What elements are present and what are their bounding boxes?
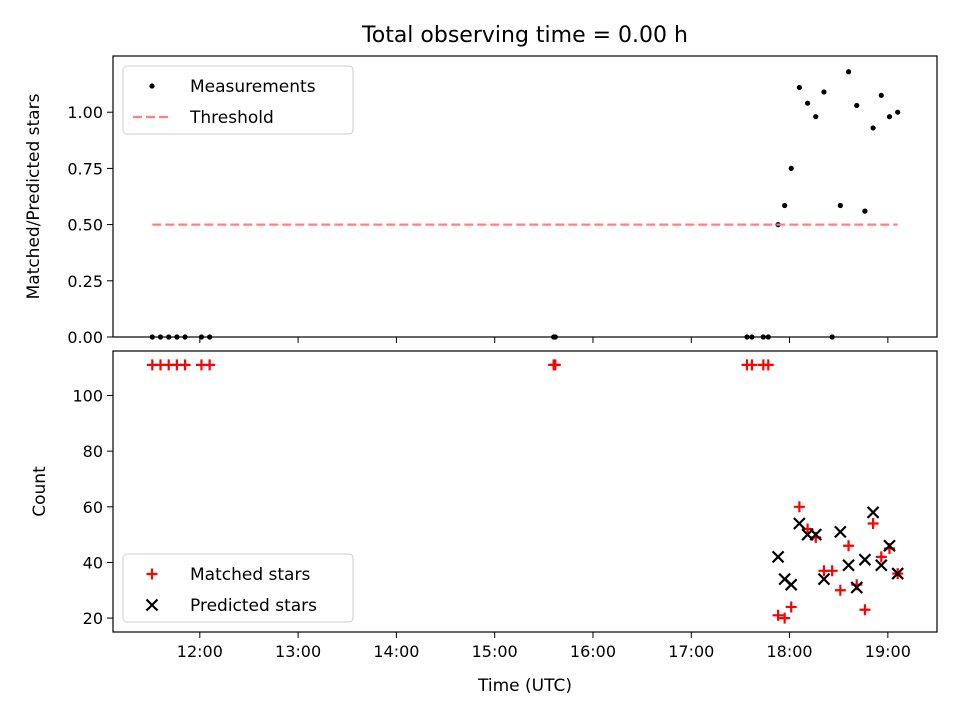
measurement-point [207,334,212,339]
matched-star-point [180,359,191,370]
measurement-point [838,203,843,208]
bottom-y-tick-label: 40 [83,553,103,572]
bottom-y-tick-label: 100 [72,387,103,406]
measurement-point [821,89,826,94]
matched-star-point [550,359,561,370]
predicted-star-point [773,551,784,562]
matched-star-point [859,604,870,615]
measurement-point [553,334,558,339]
legend-label: Threshold [189,108,274,128]
figure: Total observing time = 0.00 h 0.00 0.25 0.… [0,0,960,720]
chart-title: Total observing time = 0.00 h [361,23,688,48]
measurement-point [813,114,818,119]
measurement-point [789,166,794,171]
top-y-tick-label: 0.00 [67,328,103,347]
predicted-star-point [786,579,797,590]
measurement-point [761,334,766,339]
top-panel: 0.00 0.25 0.50 0.75 1.00 Matched/Predicted st… [24,56,937,347]
bottom-y-tick-label: 60 [83,498,103,517]
bottom-x-tick-label: 18:00 [767,642,813,661]
measurement-point [766,334,771,339]
measurement-point [797,85,802,90]
bottom-x-tick-label: 13:00 [275,642,321,661]
measurement-point [182,334,187,339]
top-y-tick-label: 0.75 [67,159,103,178]
predicted-star-point [859,554,870,565]
bottom-x-tick-label: 16:00 [570,642,616,661]
measurement-point [879,93,884,98]
bottom-x-tick-label: 14:00 [373,642,419,661]
measurement-point [846,69,851,74]
measurement-point [158,334,163,339]
matched-star-point [786,601,797,612]
measurement-point [782,203,787,208]
predicted-star-point [835,526,846,537]
bottom-x-tick-label: 19:00 [865,642,911,661]
measurement-point [749,334,754,339]
matched-star-point [868,518,879,529]
predicted-star-point [868,507,879,518]
bottom-series-predicted-stars [773,507,904,593]
measurement-point [805,101,810,106]
predicted-star-point [843,560,854,571]
top-y-tick-label: 1.00 [67,103,103,122]
measurement-point [150,334,155,339]
top-legend: Measurements Threshold [123,66,353,134]
measurement-point [199,334,204,339]
bottom-panel: 20 40 60 80 100 12:00 13:00 14:00 15:00 16:00 17:0… [30,351,937,661]
bottom-legend: Matched stars Predicted stars [123,554,353,622]
bottom-y-tick-label: 80 [83,442,103,461]
measurement-point [887,114,892,119]
measurement-point [862,209,867,214]
bottom-x-tick-label: 17:00 [668,642,714,661]
legend-label: Predicted stars [190,596,317,616]
measurement-point [895,110,900,115]
legend-measurement-marker [149,83,154,88]
legend-label: Matched stars [190,565,310,585]
bottom-y-tick-label: 20 [83,609,103,628]
bottom-x-tick-label: 12:00 [177,642,223,661]
measurement-point [871,125,876,130]
legend-label: Measurements [190,77,316,97]
x-axis-label: Time (UTC) [477,676,572,696]
predicted-star-point [794,518,805,529]
measurement-point [166,334,171,339]
measurement-point [830,334,835,339]
bottom-x-tick-label: 15:00 [472,642,518,661]
bottom-y-axis-label: Count [30,466,50,517]
matched-star-point [204,359,215,370]
matched-star-point [835,585,846,596]
measurement-point [854,103,859,108]
top-y-tick-label: 0.50 [67,216,103,235]
measurement-point [744,334,749,339]
chart-svg: Total observing time = 0.00 h 0.000.250.… [0,0,960,720]
top-y-axis-label: Matched/Predicted stars [24,93,44,299]
measurement-point [174,334,179,339]
matched-star-point [843,540,854,551]
matched-star-point [794,501,805,512]
top-y-tick-label: 0.25 [67,272,103,291]
